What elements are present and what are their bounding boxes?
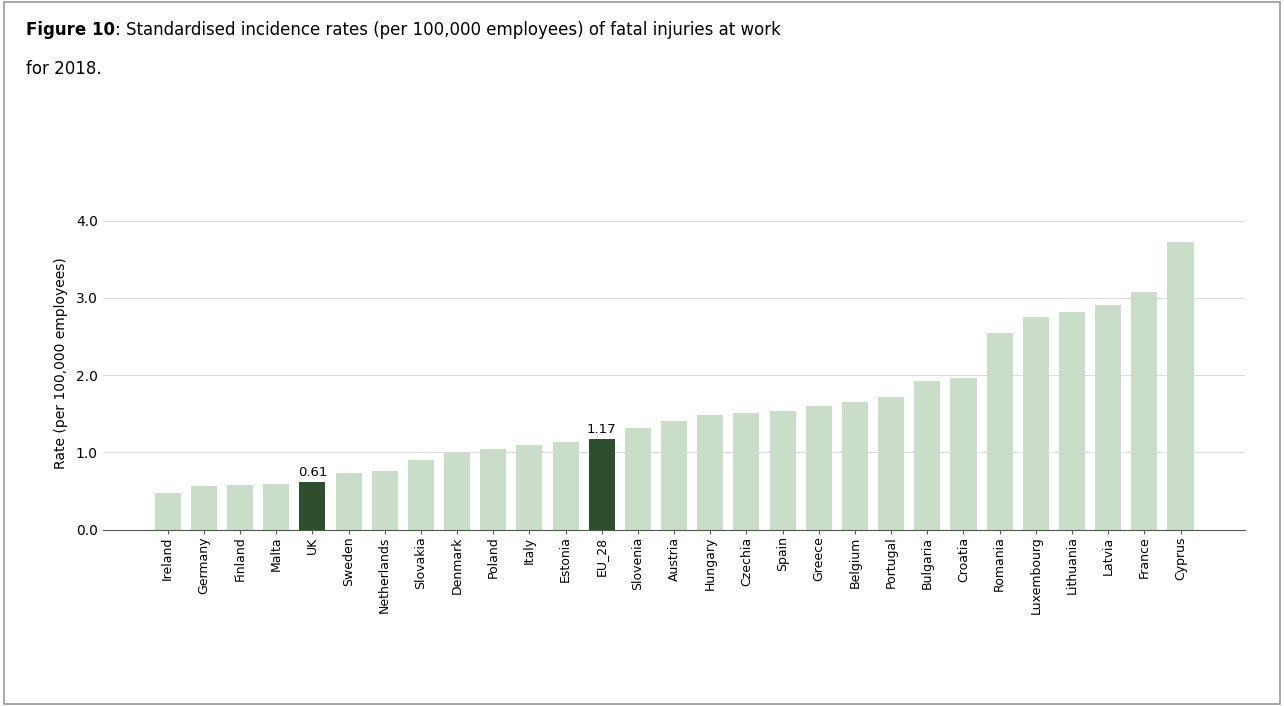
Text: Figure 10: Figure 10 <box>26 21 114 39</box>
Bar <box>516 445 542 530</box>
Text: for 2018.: for 2018. <box>26 60 101 78</box>
Bar <box>371 471 398 530</box>
Bar <box>950 378 977 530</box>
Bar <box>733 413 759 530</box>
Bar <box>697 415 723 530</box>
Text: : Standardised incidence rates (per 100,000 employees) of fatal injuries at work: : Standardised incidence rates (per 100,… <box>114 21 781 39</box>
Bar <box>878 397 904 530</box>
Text: 0.61: 0.61 <box>298 467 327 479</box>
Bar <box>154 493 181 530</box>
Bar <box>661 421 687 530</box>
Bar <box>625 428 651 530</box>
Bar <box>986 333 1013 530</box>
Bar <box>806 406 832 530</box>
Bar <box>1167 241 1194 530</box>
Bar <box>191 486 217 530</box>
Text: 1.17: 1.17 <box>587 423 616 436</box>
Bar <box>552 442 579 530</box>
Bar <box>408 460 434 530</box>
Bar <box>769 411 796 530</box>
Bar <box>480 449 506 530</box>
Bar <box>1131 292 1157 530</box>
Bar <box>444 452 470 530</box>
Bar <box>1059 312 1085 530</box>
Bar <box>263 484 289 530</box>
Y-axis label: Rate (per 100,000 employees): Rate (per 100,000 employees) <box>54 258 68 469</box>
Bar <box>227 485 253 530</box>
Bar <box>1023 317 1049 530</box>
Bar <box>589 439 615 530</box>
Bar <box>335 473 362 530</box>
Bar <box>299 482 325 530</box>
Bar <box>914 381 940 530</box>
Bar <box>842 402 868 530</box>
Bar <box>1095 305 1121 530</box>
